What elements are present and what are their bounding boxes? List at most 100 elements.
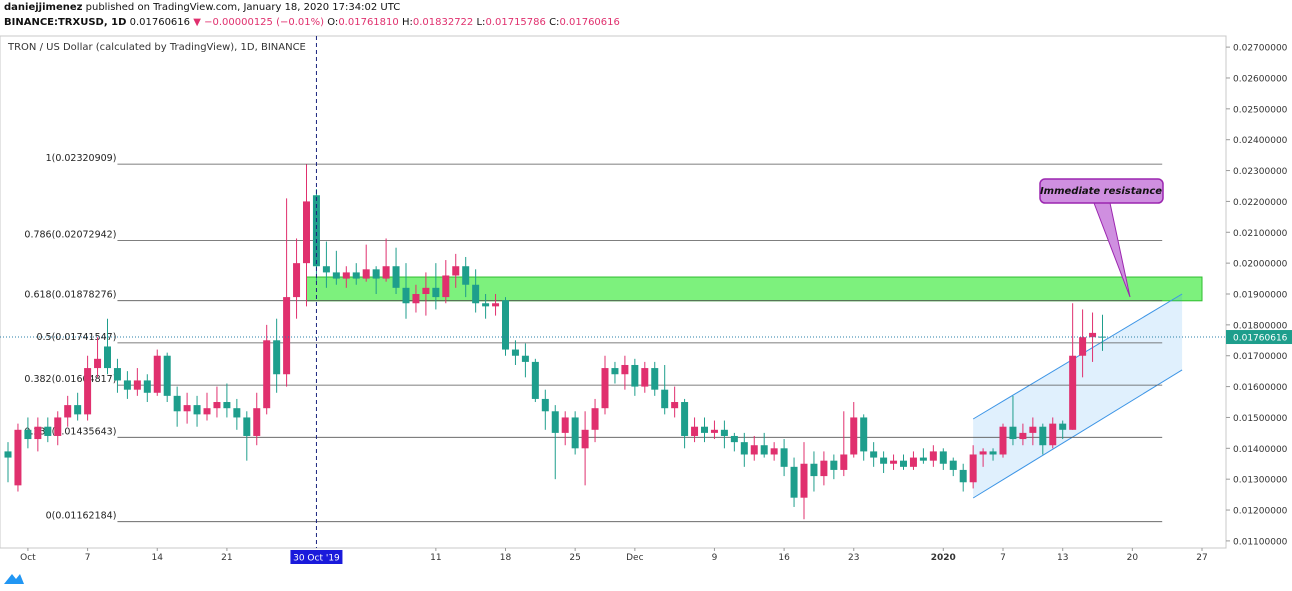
fib-label: 0.236(0.01435643) <box>24 426 116 437</box>
candle-body <box>104 346 111 369</box>
symbol: BINANCE:TRXUSD, 1D <box>4 17 127 28</box>
candle-body <box>780 448 788 467</box>
candle-body <box>919 457 927 461</box>
candle-body <box>183 405 191 412</box>
annotation: Immediate resistance <box>1040 186 1162 197</box>
o: O:0.01761810 <box>327 17 399 28</box>
x-tick-label: 7 <box>1000 553 1006 563</box>
candle-body <box>283 297 291 375</box>
candle-body <box>551 411 559 433</box>
x-tick-label: Oct <box>20 553 36 563</box>
candle-body <box>243 417 251 436</box>
footer-logo <box>4 574 24 584</box>
candle-body <box>939 451 947 464</box>
candle-body <box>94 358 102 369</box>
y-tick-label: 0.01100000 <box>1233 537 1288 547</box>
candle-body <box>909 457 917 467</box>
o-label: O: <box>327 17 339 28</box>
candle-body <box>681 402 689 436</box>
candle-body <box>4 451 12 458</box>
candle-body <box>173 395 181 412</box>
candle-body <box>720 429 728 436</box>
candle-body <box>969 454 977 483</box>
y-tick-label: 0.01400000 <box>1233 445 1288 455</box>
candle-body <box>750 445 758 455</box>
fib-label: 0.786(0.02072942) <box>24 230 116 241</box>
candle-body <box>541 398 549 412</box>
candle-body <box>153 355 161 393</box>
candle-body <box>870 451 878 458</box>
y-tick-label: 0.01600000 <box>1233 383 1288 393</box>
channel-upper <box>972 293 1183 420</box>
candle-body <box>14 429 22 486</box>
candle-body <box>74 405 82 415</box>
x-tick-label: 13 <box>1057 553 1068 563</box>
candle-body <box>581 429 589 449</box>
candle-body <box>362 269 370 279</box>
x-tick-label: 21 <box>221 553 232 563</box>
candle-body <box>850 417 858 455</box>
h-label: H: <box>401 17 413 28</box>
candle-body <box>482 303 490 307</box>
candle-body <box>521 355 529 362</box>
candle-body <box>1039 426 1047 446</box>
candle-body <box>790 466 798 498</box>
y-tick-label: 0.01700000 <box>1233 352 1288 362</box>
candle-body <box>979 451 987 455</box>
x-tick-label: 9 <box>712 553 718 563</box>
y-tick-label: 0.02400000 <box>1233 136 1288 146</box>
candle-body <box>840 454 848 470</box>
candle-body <box>312 195 320 267</box>
candle-body <box>34 426 42 440</box>
candle-body <box>293 263 301 298</box>
candle-body <box>631 364 639 387</box>
y-tick-label: 0.02300000 <box>1233 167 1288 177</box>
candle-body <box>1099 336 1106 338</box>
candle-body <box>263 340 271 409</box>
candle-body <box>322 266 330 273</box>
candle-body <box>123 380 131 390</box>
c-label: C: <box>549 17 560 28</box>
y-tick-label: 0.02500000 <box>1233 105 1288 115</box>
candle-body <box>382 266 390 279</box>
candle-body <box>691 426 699 436</box>
candle-body <box>1079 337 1087 356</box>
candle-body <box>601 368 609 409</box>
fib-label: 1(0.02320909) <box>46 153 117 164</box>
candle-body <box>253 408 261 436</box>
candle-body <box>800 463 808 498</box>
candle-body <box>611 368 619 375</box>
x-tick-label: 2020 <box>931 553 956 563</box>
y-tick-label: 0.02200000 <box>1233 198 1288 208</box>
candle-body <box>651 368 659 390</box>
candle-body <box>342 272 350 279</box>
candle-body <box>999 426 1007 455</box>
candle-body <box>641 368 649 387</box>
candle-body <box>432 287 440 298</box>
candle-body <box>701 426 708 433</box>
candle-body <box>392 266 400 288</box>
candle-body <box>163 355 171 396</box>
c-value: 0.01760616 <box>559 17 620 28</box>
candle-body <box>531 361 539 399</box>
candle-body <box>820 460 828 477</box>
candle-body <box>143 380 151 393</box>
author-line: daniejjimenez published on TradingView.c… <box>4 2 400 13</box>
x-tick-label: 14 <box>152 553 164 563</box>
candle-body <box>1009 426 1017 440</box>
candle-body <box>472 284 480 304</box>
x-tick-label: 11 <box>430 553 441 563</box>
candle-body <box>810 463 818 477</box>
candle-body <box>900 460 907 467</box>
callout-box <box>1039 178 1164 204</box>
chart-title: TRON / US Dollar (calculated by TradingV… <box>7 42 306 53</box>
candle-body <box>770 448 778 455</box>
x-tick-label: 27 <box>1196 553 1207 563</box>
candle-body <box>571 417 579 449</box>
candle-body <box>352 272 360 279</box>
y-tick-label: 0.01800000 <box>1233 321 1288 331</box>
candle-body <box>402 287 410 304</box>
candle-body <box>710 429 718 433</box>
resistance-zone <box>306 276 1203 302</box>
